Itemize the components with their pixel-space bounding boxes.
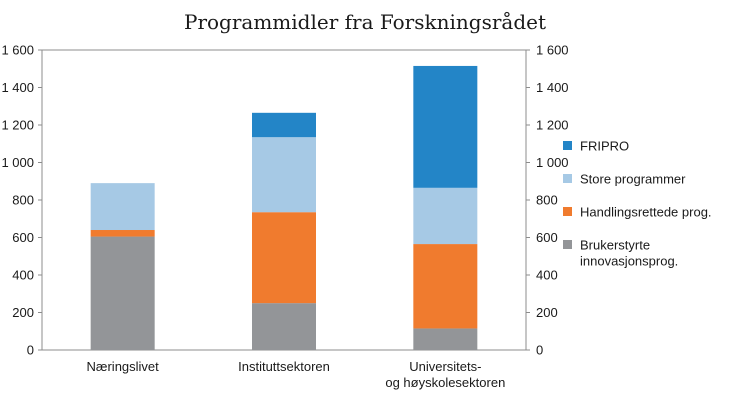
legend-label-0: innovasjonsprog. [580,254,678,269]
y-tick-label-right: 600 [536,230,558,245]
legend-swatch-2 [563,174,572,183]
y-tick-label-left: 400 [12,268,34,283]
category-label: Næringslivet [87,359,160,374]
bars [90,65,478,351]
y-tick-label-left: 800 [12,193,34,208]
bar-segment-3-2 [413,65,478,188]
y-axis-left: 0 200 400 600 800 1 000 1 200 1 400 1 600 [1,43,42,358]
bar-segment-1-1 [252,212,316,304]
x-axis-categories: Næringslivet Instituttsektoren Universitet… [87,359,506,390]
y-tick-label-left: 1 600 [1,43,34,58]
legend-swatch-1 [563,207,572,216]
bar-segment-2-2 [413,187,478,245]
bar-segment-3-1 [252,112,316,138]
legend-label-1: Handlingsrettede prog. [580,205,712,220]
legend-swatch-0 [563,240,572,249]
category-label: Universitets- [409,359,481,374]
y-tick-label-right: 1 000 [536,155,569,170]
bar-segment-0-1 [252,303,316,351]
y-tick-label-left: 0 [27,343,34,358]
bar-segment-1-2 [413,244,478,329]
legend-label-2: Store programmer [580,172,686,187]
y-axis-right: 0 200 400 600 800 1 000 1 200 1 400 1 600 [526,43,569,358]
legend-swatch-3 [563,141,572,150]
y-tick-label-right: 1 400 [536,80,569,95]
y-tick-label-right: 200 [536,305,558,320]
bar-segment-2-1 [252,137,316,213]
legend-label-3: FRIPRO [580,139,629,154]
bar-segment-0-0 [90,236,155,350]
category-label: og høyskolesektoren [385,375,505,390]
legend: FRIPRO Store programmer Handlingsrettede p… [563,139,712,269]
y-tick-label-left: 200 [12,305,34,320]
category-label: Instituttsektoren [238,359,330,374]
chart-title: Programmidler fra Forskningsrådet [184,10,546,34]
legend-label-0: Brukerstyrte [580,238,650,253]
bar-segment-1-0 [90,230,155,237]
y-tick-label-right: 800 [536,193,558,208]
bar-segment-0-2 [413,328,478,350]
y-tick-label-left: 600 [12,230,34,245]
y-tick-label-left: 1 000 [1,155,34,170]
bar-segment-2-0 [90,183,155,231]
y-tick-label-right: 1 200 [536,118,569,133]
y-tick-label-right: 400 [536,268,558,283]
y-tick-label-right: 1 600 [536,43,569,58]
y-tick-label-left: 1 400 [1,80,34,95]
y-tick-label-left: 1 200 [1,118,34,133]
y-tick-label-right: 0 [536,343,543,358]
